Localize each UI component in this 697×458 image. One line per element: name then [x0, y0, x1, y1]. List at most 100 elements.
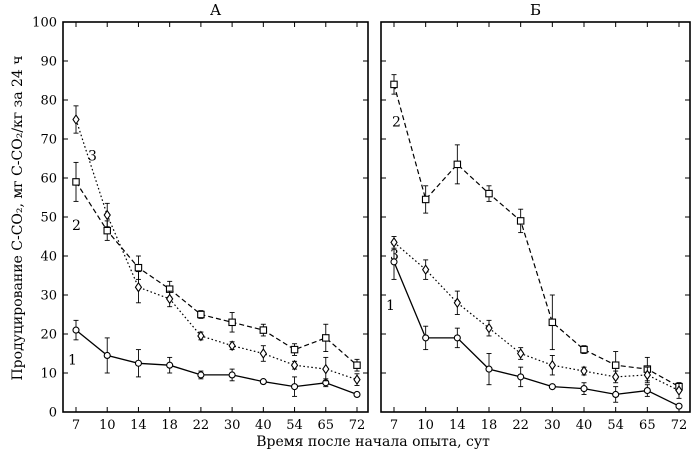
x-tick-label: 72 — [349, 418, 366, 433]
data-point-diamond — [517, 348, 525, 359]
data-point-square — [516, 217, 525, 225]
data-point-circle — [548, 383, 556, 391]
plot-frame — [380, 21, 691, 413]
data-point-square — [548, 318, 557, 327]
data-point-square — [228, 318, 236, 327]
data-point-diamond — [390, 236, 398, 248]
x-tick-label: 72 — [671, 418, 688, 433]
data-point-diamond — [197, 330, 205, 342]
y-tick-label: 40 — [40, 250, 57, 265]
series-number-label: 1 — [68, 352, 77, 368]
data-point-diamond — [228, 340, 236, 352]
series-line-3 — [393, 241, 680, 392]
y-tick-label: 0 — [49, 406, 57, 421]
data-point-square — [421, 195, 430, 204]
y-tick-label: 90 — [40, 55, 57, 70]
data-point-diamond — [485, 322, 493, 334]
data-point-diamond — [612, 371, 620, 383]
series-number-label: 3 — [390, 247, 399, 263]
data-point-circle — [485, 365, 493, 373]
y-tick-label: 20 — [40, 328, 57, 343]
data-point-diamond — [353, 374, 361, 386]
x-tick-label: 18 — [481, 418, 498, 433]
y-tick-label: 80 — [40, 94, 57, 109]
data-point-square — [290, 345, 299, 354]
data-point-circle — [580, 385, 588, 393]
data-point-circle — [453, 334, 461, 342]
x-tick-label: 14 — [449, 418, 466, 433]
data-point-diamond — [548, 359, 556, 371]
data-point-square — [134, 263, 143, 272]
y-tick-label: 70 — [40, 133, 57, 148]
series-number-label: 3 — [88, 149, 97, 165]
panel-title: Б — [530, 1, 541, 19]
series-line-1 — [75, 329, 358, 396]
x-tick-label: 18 — [161, 418, 178, 433]
x-tick-label: 22 — [512, 418, 529, 433]
data-point-diamond — [322, 363, 330, 375]
data-point-diamond — [290, 359, 299, 371]
series-line-2 — [393, 84, 680, 388]
y-tick-label: 60 — [40, 172, 57, 187]
y-tick-label: 100 — [32, 16, 57, 31]
series-line-2 — [75, 181, 358, 366]
y-tick-label: 30 — [40, 289, 57, 304]
data-point-circle — [390, 258, 398, 266]
data-point-circle — [259, 378, 267, 386]
x-axis-label: Время после начала опыта, сут — [256, 434, 490, 450]
data-point-diamond — [166, 293, 174, 305]
y-axis-label: Продуцирование С-СО₂, мг С-СО₂/кг за 24 … — [10, 55, 26, 380]
data-point-diamond — [643, 369, 651, 381]
data-point-diamond — [675, 385, 683, 396]
x-tick-label: 65 — [639, 418, 656, 433]
data-point-circle — [228, 371, 236, 379]
data-point-square — [390, 80, 398, 89]
data-point-square — [580, 345, 588, 354]
data-point-circle — [197, 371, 205, 379]
data-point-circle — [134, 359, 142, 367]
data-point-square — [259, 326, 268, 334]
data-point-square — [197, 310, 205, 319]
x-tick-label: 40 — [576, 418, 593, 433]
data-point-circle — [643, 386, 651, 395]
y-tick-label: 50 — [40, 211, 57, 226]
data-point-square — [453, 160, 462, 169]
x-tick-label: 54 — [607, 418, 624, 433]
x-tick-label: 10 — [417, 418, 434, 433]
series-number-label: 1 — [386, 298, 395, 314]
y-tick-label: 10 — [40, 367, 57, 382]
data-point-diamond — [103, 209, 111, 221]
x-tick-label: 40 — [255, 418, 272, 433]
data-point-square — [72, 178, 80, 186]
data-point-circle — [422, 334, 430, 342]
data-point-square — [322, 334, 330, 342]
data-point-circle — [103, 351, 111, 360]
x-tick-label: 14 — [130, 418, 147, 433]
data-point-circle — [72, 326, 80, 334]
series-line-1 — [393, 261, 680, 407]
data-point-circle — [353, 390, 361, 399]
x-tick-label: 7 — [72, 418, 80, 433]
data-point-square — [611, 361, 620, 369]
series-number-label: 2 — [392, 114, 401, 130]
data-point-diamond — [134, 281, 143, 293]
data-point-square — [485, 189, 493, 198]
data-point-diamond — [259, 348, 267, 359]
x-tick-label: 54 — [286, 418, 303, 433]
data-point-circle — [675, 402, 683, 410]
data-point-diamond — [72, 114, 80, 125]
panel-b: Б 7 10 14 18 22 30 40 54 65 72 1 2 3 — [380, 1, 691, 433]
x-tick-label: 10 — [99, 418, 116, 433]
data-point-diamond — [580, 365, 588, 377]
panel-a: А 0 10 20 30 40 50 60 70 80 90 100 7 10 14 18 22 30 40 54 65… — [32, 1, 369, 433]
data-point-square — [353, 361, 361, 369]
data-point-square — [103, 226, 111, 235]
x-tick-label: 7 — [390, 418, 398, 433]
x-tick-label: 30 — [224, 418, 241, 433]
series-line-3 — [75, 119, 358, 381]
data-point-circle — [517, 373, 525, 381]
data-point-circle — [612, 390, 620, 399]
data-point-diamond — [453, 297, 461, 309]
